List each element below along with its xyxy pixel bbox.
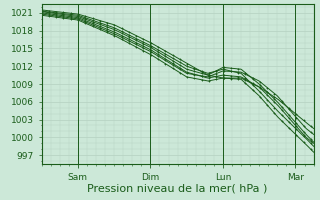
X-axis label: Pression niveau de la mer( hPa ): Pression niveau de la mer( hPa ) xyxy=(87,183,268,193)
